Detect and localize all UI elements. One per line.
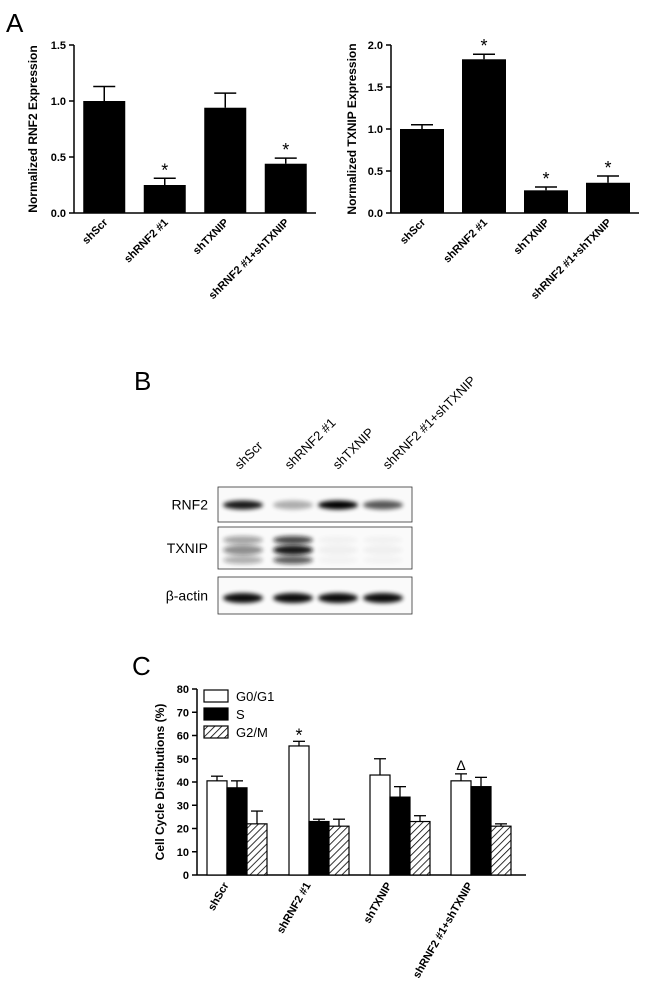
- category-label: shTXNIP: [191, 217, 231, 257]
- legend-swatch-g0-g1: [203, 689, 229, 703]
- bar-shrnf2-1-shtxnip-g2-m: [490, 825, 512, 876]
- blot-band: [363, 536, 403, 544]
- legend-label: S: [236, 707, 245, 722]
- blot-band: [318, 536, 358, 544]
- bar-shrnf2-1-g2-m: [328, 825, 350, 876]
- y-tick-label: 2.0: [368, 40, 383, 52]
- blot-band: [318, 556, 358, 564]
- bar-shrnf2-1-g0-g1: [288, 745, 310, 876]
- bar-shscr-s: [226, 787, 248, 876]
- significance-marker: *: [542, 169, 549, 189]
- blot-band: [318, 593, 358, 603]
- legend-swatch-s: [203, 707, 229, 721]
- y-tick-label: 30: [177, 800, 189, 812]
- blot-band: [223, 545, 263, 555]
- bar-shrnf2-1-shtxnip-g0-g1: [450, 780, 472, 876]
- legend-label: G2/M: [236, 725, 268, 740]
- bar-shrnf2-1-shtxnip: [586, 182, 630, 213]
- blot-band: [318, 500, 358, 510]
- blot-band: [223, 556, 263, 564]
- bar-shtxnip: [204, 107, 247, 213]
- protein-label: β-actin: [166, 588, 208, 604]
- y-tick-label: 40: [177, 777, 189, 789]
- y-tick-label: 0: [183, 870, 189, 882]
- blot-band: [273, 545, 313, 555]
- panel-letter-a: A: [6, 8, 24, 38]
- y-tick-label: 0.5: [368, 166, 383, 178]
- y-tick-label: 70: [177, 707, 189, 719]
- legend-swatch-g2-m: [203, 725, 229, 739]
- significance-marker: *: [295, 725, 302, 745]
- y-tick-label: 1.5: [51, 40, 66, 52]
- panel-letter-b: B: [134, 366, 151, 396]
- txnip-expression-chart: 0.0 0.5 1.0 1.5 2.0 Normalized TXNIP Expressi…: [345, 36, 639, 302]
- y-tick-label: 0.5: [51, 152, 66, 164]
- lane-label-shrnf2-1: shRNF2 #1: [282, 415, 339, 472]
- bar-shtxnip-g0-g1: [369, 774, 391, 876]
- category-label: shRNF2 #1: [122, 217, 171, 266]
- category-label: shRNF2 #1+shTXNIP: [411, 881, 476, 981]
- category-label: shTXNIP: [512, 217, 552, 257]
- significance-marker: *: [282, 140, 289, 160]
- panel-letter-c: C: [132, 651, 151, 681]
- blot-band: [273, 593, 313, 603]
- blot-band: [223, 500, 263, 510]
- y-axis-label: Cell Cycle Distributions (%): [153, 704, 167, 861]
- significance-marker: *: [161, 160, 168, 180]
- bar-shscr: [400, 129, 444, 213]
- bar-shscr: [83, 101, 126, 213]
- y-tick-label: 50: [177, 754, 189, 766]
- bar-shrnf2-1-shtxnip-s: [470, 786, 492, 876]
- bar-shrnf2-1: [462, 59, 506, 213]
- bar-shtxnip-g2-m: [409, 820, 431, 876]
- y-tick-label: 10: [177, 847, 189, 859]
- bar-shscr-g2-m: [246, 823, 268, 876]
- category-label: shScr: [80, 216, 111, 247]
- blot-band: [363, 593, 403, 603]
- blot-band: [273, 500, 313, 510]
- y-tick-label: 0.0: [51, 208, 66, 220]
- bar-shtxnip: [524, 190, 568, 213]
- y-tick-label: 80: [177, 684, 189, 696]
- significance-marker: *: [604, 158, 611, 178]
- y-tick-label: 1.5: [368, 82, 383, 94]
- blot-band: [318, 545, 358, 555]
- category-label: shTXNIP: [362, 881, 395, 926]
- lane-label-shrnf2-1-shtxnip: shRNF2 #1+shTXNIP: [380, 373, 479, 472]
- blot-band: [363, 556, 403, 564]
- legend-label: G0/G1: [236, 689, 274, 704]
- bar-shscr-g0-g1: [206, 780, 228, 876]
- bar-shtxnip-s: [389, 796, 411, 876]
- lane-label-shscr: shScr: [232, 438, 267, 473]
- blot-band: [363, 500, 403, 510]
- y-tick-label: 20: [177, 824, 189, 836]
- bar-shrnf2-1: [143, 185, 186, 213]
- blot-band: [363, 545, 403, 555]
- protein-label: TXNIP: [167, 540, 208, 556]
- category-label: shRNF2 #1: [275, 881, 314, 936]
- cell-cycle-chart: 0 10 20 30 40 50 60 70 80 Cell Cycle Distribution…: [153, 684, 526, 980]
- y-tick-label: 60: [177, 731, 189, 743]
- blot-band: [223, 536, 263, 544]
- y-tick-label: 1.0: [51, 96, 66, 108]
- category-label: shScr: [398, 216, 429, 247]
- y-tick-label: 1.0: [368, 124, 383, 136]
- y-axis-label: Normalized TXNIP Expression: [345, 43, 359, 214]
- rnf2-expression-chart: 0.0 0.5 1.0 1.5 Normalized RNF2 Expression sh…: [26, 40, 316, 302]
- y-tick-label: 0.0: [368, 208, 383, 220]
- bar-shrnf2-1-shtxnip: [264, 163, 307, 213]
- y-axis-label: Normalized RNF2 Expression: [26, 45, 40, 212]
- category-label: shRNF2 #1: [441, 217, 490, 266]
- category-label: shScr: [206, 880, 232, 913]
- blot-band: [273, 536, 313, 544]
- significance-marker: Δ: [456, 757, 465, 773]
- bar-shrnf2-1-s: [308, 820, 330, 876]
- significance-marker: *: [480, 36, 487, 56]
- protein-label: RNF2: [171, 497, 208, 513]
- blot-band: [273, 556, 313, 564]
- lane-label-shtxnip: shTXNIP: [330, 425, 377, 472]
- blot-band: [223, 593, 263, 603]
